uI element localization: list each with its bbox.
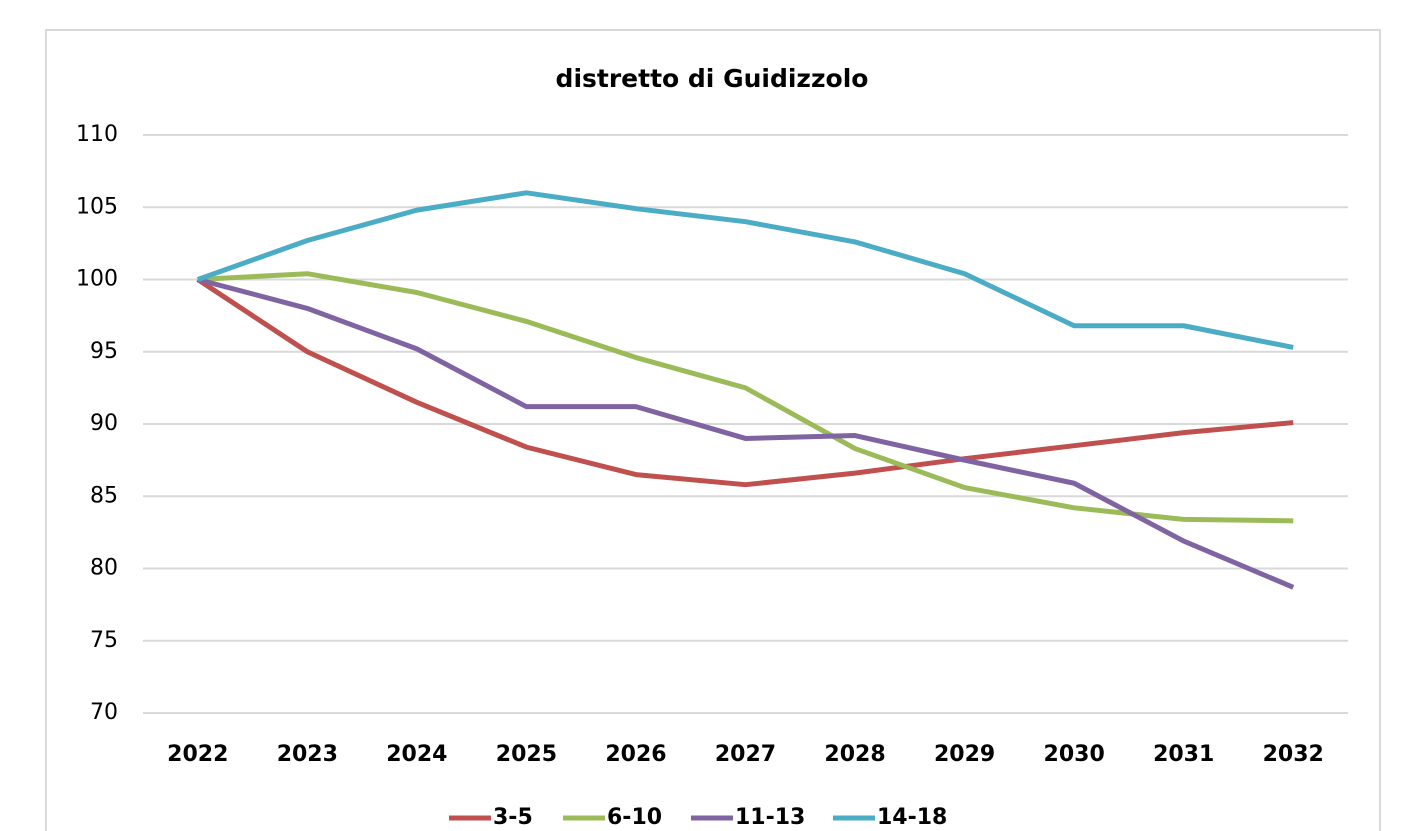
y-tick-label: 70 — [90, 700, 118, 725]
x-tick-label: 2028 — [824, 742, 885, 767]
y-tick-label: 110 — [76, 122, 118, 147]
x-tick-label: 2032 — [1263, 742, 1324, 767]
x-tick-label: 2027 — [715, 742, 776, 767]
series-line — [196, 190, 1294, 350]
y-tick-label: 90 — [90, 411, 118, 436]
x-tick-label: 2029 — [934, 742, 995, 767]
y-tick-label: 75 — [90, 628, 118, 653]
x-tick-label: 2030 — [1044, 742, 1105, 767]
chart-title: distretto di Guidizzolo — [556, 64, 869, 93]
y-tick-label: 80 — [90, 556, 118, 581]
series-line — [196, 277, 1294, 488]
legend-label: 3-5 — [493, 805, 533, 830]
series-line — [197, 271, 1294, 524]
y-tick-label: 105 — [76, 194, 118, 219]
y-tick-label: 95 — [90, 339, 118, 364]
x-tick-label: 2022 — [167, 742, 228, 767]
y-tick-label: 100 — [76, 267, 118, 292]
legend-label: 6-10 — [607, 805, 662, 830]
x-tick-label: 2026 — [605, 742, 666, 767]
legend-label: 11-13 — [735, 805, 805, 830]
series-line — [197, 277, 1295, 590]
x-tick-label: 2023 — [277, 742, 338, 767]
x-tick-label: 2031 — [1153, 742, 1214, 767]
legend-label: 14-18 — [877, 805, 947, 830]
x-tick-label: 2024 — [386, 742, 447, 767]
x-tick-label: 2025 — [496, 742, 557, 767]
y-tick-label: 85 — [90, 483, 118, 508]
